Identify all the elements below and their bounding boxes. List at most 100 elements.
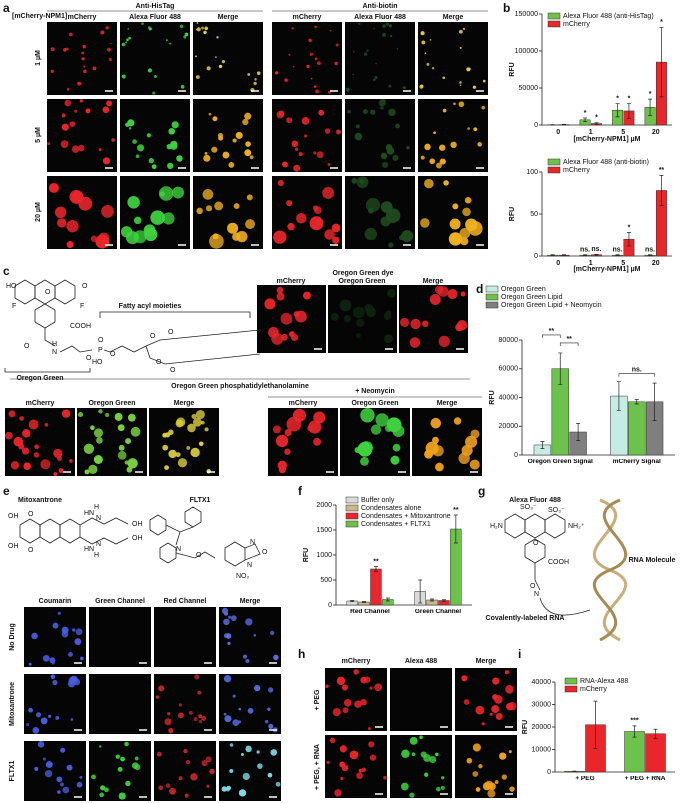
atom-label: OH xyxy=(8,543,19,550)
x-axis-label: [mCherry-NPM1] µM xyxy=(573,136,640,143)
micrograph xyxy=(120,22,190,95)
droplet xyxy=(396,47,399,50)
atom-label: OH xyxy=(132,521,143,528)
droplet xyxy=(324,128,331,134)
y-axis-label: RFU xyxy=(522,720,529,734)
droplet xyxy=(52,679,58,686)
column-label: Merge xyxy=(443,14,464,21)
droplet xyxy=(492,677,500,685)
droplet xyxy=(203,30,207,35)
droplet xyxy=(424,52,427,55)
droplet xyxy=(238,707,242,711)
droplet xyxy=(49,657,56,664)
bar xyxy=(645,733,666,773)
atom-label: HN xyxy=(84,510,94,517)
micrograph xyxy=(24,741,86,801)
droplet xyxy=(98,148,102,152)
column-label: Oregon Green xyxy=(338,278,385,285)
atom-label: O xyxy=(86,355,92,362)
droplet xyxy=(47,142,51,146)
droplet xyxy=(127,28,130,30)
droplet xyxy=(436,786,441,792)
droplet xyxy=(270,749,278,756)
droplet xyxy=(101,205,114,218)
legend-label: Oregon Green xyxy=(501,286,546,293)
error-bar xyxy=(594,253,599,256)
droplet xyxy=(360,456,369,466)
droplet xyxy=(71,145,80,153)
droplet xyxy=(104,787,109,793)
droplet xyxy=(82,44,86,49)
droplet xyxy=(96,437,103,444)
droplet xyxy=(390,35,393,38)
column-label: Oregon Green xyxy=(351,400,398,407)
droplet xyxy=(284,448,291,455)
droplet xyxy=(329,737,336,744)
droplet xyxy=(238,789,247,797)
atom-label: N xyxy=(534,591,539,598)
significance-label: * xyxy=(649,91,652,98)
droplet xyxy=(399,317,410,327)
droplet xyxy=(169,42,172,45)
droplet xyxy=(383,312,392,320)
droplet xyxy=(90,425,95,431)
droplet xyxy=(383,776,387,780)
droplet xyxy=(431,67,435,70)
droplet xyxy=(495,713,503,720)
droplet xyxy=(309,216,324,231)
droplet xyxy=(272,425,281,434)
droplet xyxy=(26,723,30,727)
droplet xyxy=(303,291,312,300)
droplet xyxy=(349,750,359,760)
atom-label: F xyxy=(80,303,84,310)
droplet xyxy=(162,444,169,451)
comparison-label: ns. xyxy=(632,367,642,374)
droplet xyxy=(492,694,498,700)
droplet xyxy=(291,27,294,30)
error-bar xyxy=(385,597,390,602)
atom-label: P xyxy=(98,347,103,354)
column-label: Alexa Fluor 488 xyxy=(129,14,181,21)
droplet xyxy=(273,654,279,661)
droplet xyxy=(459,46,462,49)
droplet xyxy=(464,196,472,204)
droplet xyxy=(421,320,429,328)
droplet xyxy=(508,750,512,754)
significance-label: ns. xyxy=(613,247,623,254)
error-bar xyxy=(616,381,621,411)
droplet xyxy=(375,62,377,65)
droplet xyxy=(201,26,204,30)
droplet xyxy=(121,42,126,47)
droplet xyxy=(106,47,111,52)
droplet xyxy=(171,121,179,129)
micrograph xyxy=(418,99,488,172)
legend-swatch xyxy=(345,520,359,528)
droplet xyxy=(301,117,310,125)
droplet xyxy=(53,472,58,476)
droplet xyxy=(167,712,171,716)
droplet xyxy=(164,718,172,726)
legend-swatch xyxy=(547,158,561,166)
droplet xyxy=(293,164,301,172)
droplet xyxy=(340,776,344,781)
x-tick-label: Green Channel xyxy=(414,609,462,615)
error-bar xyxy=(373,566,378,572)
droplet xyxy=(249,155,254,160)
droplet xyxy=(57,218,67,228)
droplet xyxy=(236,231,248,243)
x-tick-label: 0 xyxy=(556,260,560,267)
droplet xyxy=(499,752,507,760)
y-tick-label: 1500 xyxy=(316,527,332,534)
droplet xyxy=(382,24,386,28)
droplet xyxy=(28,662,32,666)
group-title: Oregon Green phosphatidylethanolamine xyxy=(171,383,309,390)
droplet xyxy=(429,293,441,305)
droplet xyxy=(267,707,271,711)
droplet xyxy=(324,229,335,240)
legend-label: mCherry xyxy=(563,21,590,28)
droplet xyxy=(293,311,300,318)
droplet xyxy=(232,719,240,726)
error-bar xyxy=(626,103,631,119)
droplet xyxy=(117,766,123,772)
droplet xyxy=(487,789,496,798)
